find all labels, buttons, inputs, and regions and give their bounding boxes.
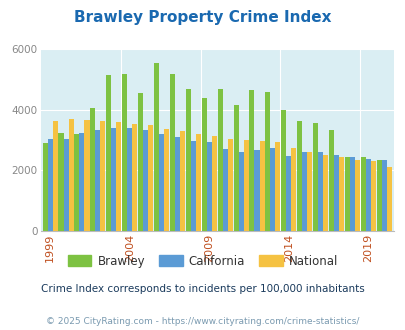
Bar xyxy=(195,134,200,231)
Text: Brawley Property Crime Index: Brawley Property Crime Index xyxy=(74,10,331,25)
Bar xyxy=(286,156,291,231)
Bar xyxy=(217,89,222,231)
Bar xyxy=(68,119,73,231)
Bar xyxy=(233,106,238,231)
Bar xyxy=(249,90,254,231)
Bar xyxy=(259,141,264,231)
Bar xyxy=(386,167,391,231)
Bar xyxy=(74,134,79,231)
Bar xyxy=(43,143,47,231)
Bar xyxy=(143,130,148,231)
Bar xyxy=(338,156,343,231)
Bar xyxy=(318,152,322,231)
Bar xyxy=(127,128,132,231)
Bar xyxy=(265,92,270,231)
Bar xyxy=(354,160,359,231)
Bar xyxy=(254,150,259,231)
Bar xyxy=(138,93,143,231)
Bar xyxy=(227,139,232,231)
Bar xyxy=(243,140,248,231)
Bar xyxy=(291,148,296,231)
Bar xyxy=(90,109,95,231)
Bar xyxy=(100,120,105,231)
Bar xyxy=(169,74,175,231)
Bar xyxy=(206,142,211,231)
Bar xyxy=(175,137,179,231)
Bar xyxy=(116,122,121,231)
Bar xyxy=(185,89,190,231)
Bar xyxy=(301,152,307,231)
Bar xyxy=(63,139,68,231)
Bar xyxy=(164,129,168,231)
Bar xyxy=(211,136,216,231)
Bar xyxy=(322,155,327,231)
Bar xyxy=(222,149,227,231)
Bar xyxy=(328,130,333,231)
Bar xyxy=(190,141,195,231)
Bar xyxy=(238,152,243,231)
Bar xyxy=(53,120,58,231)
Bar xyxy=(106,75,111,231)
Bar xyxy=(344,157,349,231)
Bar xyxy=(312,123,318,231)
Bar xyxy=(58,133,63,231)
Bar xyxy=(270,148,275,231)
Bar xyxy=(365,159,370,231)
Bar xyxy=(370,161,375,231)
Bar xyxy=(122,74,127,231)
Legend: Brawley, California, National: Brawley, California, National xyxy=(63,250,342,273)
Bar xyxy=(153,63,159,231)
Bar xyxy=(275,142,280,231)
Bar xyxy=(307,152,311,231)
Bar xyxy=(148,125,153,231)
Bar xyxy=(159,134,164,231)
Bar xyxy=(381,160,386,231)
Bar xyxy=(349,157,354,231)
Bar xyxy=(296,120,301,231)
Text: © 2025 CityRating.com - https://www.cityrating.com/crime-statistics/: © 2025 CityRating.com - https://www.city… xyxy=(46,317,359,326)
Bar xyxy=(79,133,84,231)
Bar xyxy=(47,139,53,231)
Bar xyxy=(179,131,185,231)
Bar xyxy=(333,155,338,231)
Bar xyxy=(281,110,286,231)
Bar xyxy=(95,130,100,231)
Text: Crime Index corresponds to incidents per 100,000 inhabitants: Crime Index corresponds to incidents per… xyxy=(41,284,364,294)
Bar xyxy=(84,120,90,231)
Bar xyxy=(111,128,116,231)
Bar xyxy=(360,157,365,231)
Bar xyxy=(376,160,381,231)
Bar xyxy=(132,124,137,231)
Bar xyxy=(201,98,206,231)
